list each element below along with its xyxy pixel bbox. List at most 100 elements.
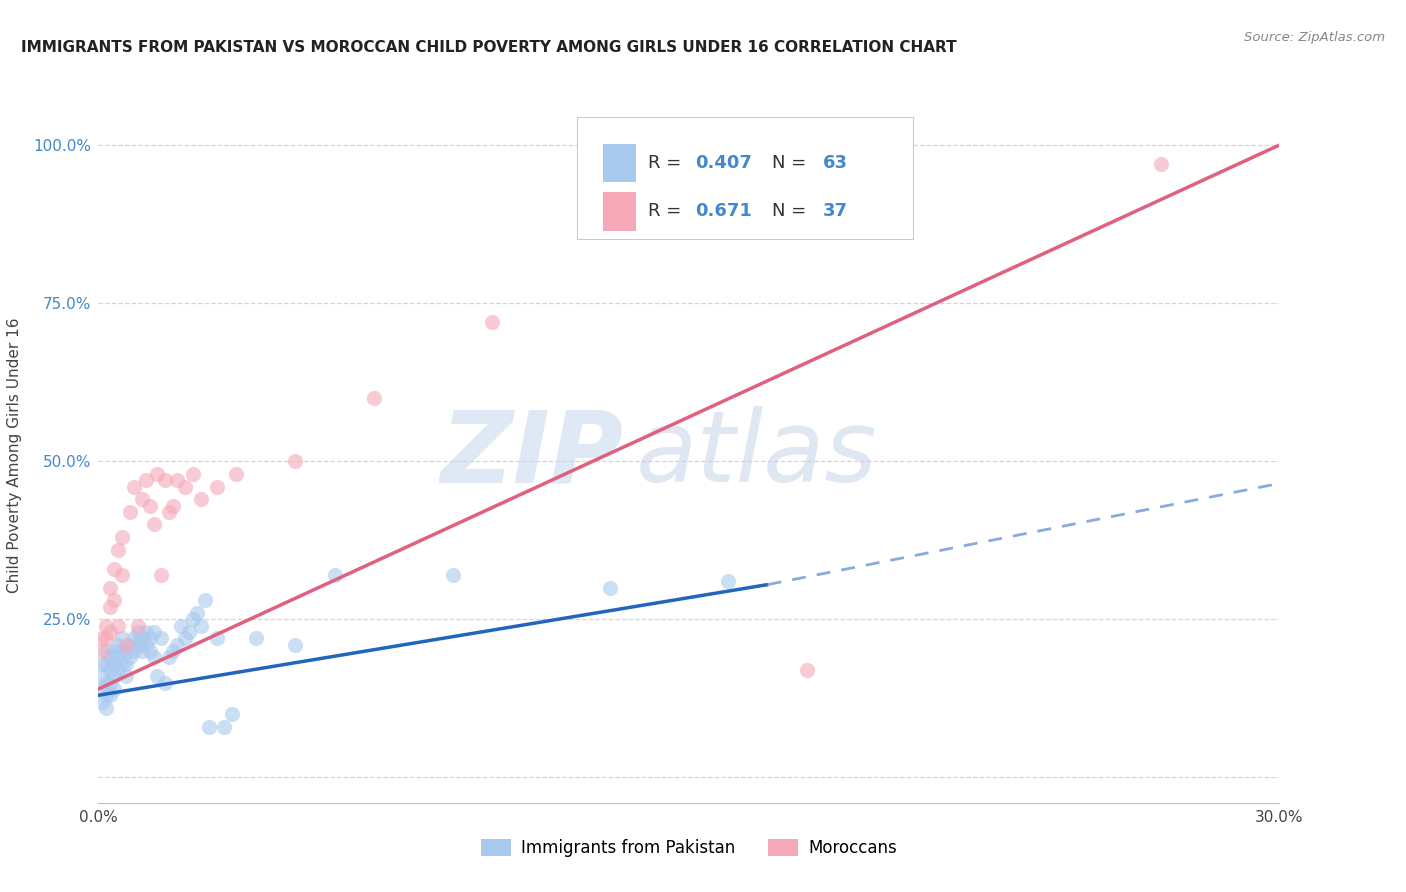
Point (142, 517, 165, 532)
Point (115, 657, 138, 671)
Point (98, 581, 121, 595)
Point (131, 492, 153, 507)
Point (142, 625, 165, 640)
Point (122, 632, 145, 646)
Point (115, 669, 138, 683)
Point (186, 606, 208, 620)
Point (284, 454, 307, 468)
Point (127, 638, 149, 652)
Point (138, 644, 160, 658)
Point (111, 632, 134, 646)
Point (284, 638, 307, 652)
Point (135, 473, 157, 487)
Point (115, 638, 138, 652)
Point (205, 479, 228, 493)
Point (111, 568, 134, 582)
Point (146, 467, 169, 481)
Point (197, 720, 219, 734)
Point (225, 467, 247, 481)
Point (155, 473, 177, 487)
Point (170, 618, 193, 632)
Text: N =: N = (772, 202, 811, 220)
Point (155, 675, 177, 690)
Point (174, 632, 197, 646)
Point (146, 669, 169, 683)
Point (166, 473, 188, 487)
Point (142, 650, 165, 665)
Point (91, 644, 114, 658)
Point (190, 618, 212, 632)
FancyBboxPatch shape (603, 193, 636, 230)
Text: atlas: atlas (636, 407, 877, 503)
Point (245, 632, 267, 646)
Point (599, 581, 621, 595)
Text: 0.407: 0.407 (695, 153, 752, 171)
Point (363, 391, 385, 405)
Point (796, 663, 818, 677)
Point (115, 644, 138, 658)
Point (127, 625, 149, 640)
Point (181, 467, 204, 481)
Point (194, 593, 217, 607)
Point (138, 632, 160, 646)
Point (174, 479, 197, 493)
Point (481, 315, 503, 329)
Point (118, 650, 141, 665)
Point (111, 657, 134, 671)
Point (122, 644, 145, 658)
Point (96, 657, 118, 671)
Point (96, 688, 118, 702)
Point (98, 625, 121, 640)
Point (162, 499, 184, 513)
FancyBboxPatch shape (603, 144, 636, 182)
Text: Source: ZipAtlas.com: Source: ZipAtlas.com (1244, 31, 1385, 45)
Point (323, 568, 346, 582)
Point (96, 644, 118, 658)
Point (103, 681, 125, 696)
Point (162, 644, 184, 658)
Point (166, 638, 188, 652)
Point (107, 542, 129, 557)
Text: R =: R = (648, 153, 686, 171)
Text: 63: 63 (823, 153, 848, 171)
Point (103, 593, 125, 607)
Point (118, 505, 141, 519)
Point (91, 669, 114, 683)
Text: ZIP: ZIP (441, 407, 624, 503)
Point (91, 695, 114, 709)
Point (107, 638, 129, 652)
Point (91, 681, 114, 696)
Point (157, 505, 180, 519)
Point (135, 638, 157, 652)
Point (111, 530, 134, 544)
Text: 0.671: 0.671 (695, 202, 752, 220)
Point (98, 688, 121, 702)
Point (131, 632, 153, 646)
Point (107, 618, 129, 632)
Point (107, 663, 129, 677)
Point (91, 632, 114, 646)
Point (96, 632, 118, 646)
Point (98, 663, 121, 677)
Point (98, 650, 121, 665)
Text: 37: 37 (823, 202, 848, 220)
Point (107, 650, 129, 665)
Point (150, 568, 173, 582)
Point (122, 479, 145, 493)
Point (181, 612, 204, 626)
Point (118, 638, 141, 652)
Point (205, 632, 228, 646)
FancyBboxPatch shape (576, 118, 914, 239)
Point (190, 492, 212, 507)
Text: R =: R = (648, 202, 692, 220)
Point (96, 618, 118, 632)
Point (131, 644, 153, 658)
Point (111, 644, 134, 658)
Point (221, 707, 243, 722)
Point (1150, 157, 1173, 171)
Point (138, 499, 160, 513)
Point (91, 657, 114, 671)
Point (103, 562, 125, 576)
Legend: Immigrants from Pakistan, Moroccans: Immigrants from Pakistan, Moroccans (474, 832, 904, 864)
Point (157, 650, 180, 665)
